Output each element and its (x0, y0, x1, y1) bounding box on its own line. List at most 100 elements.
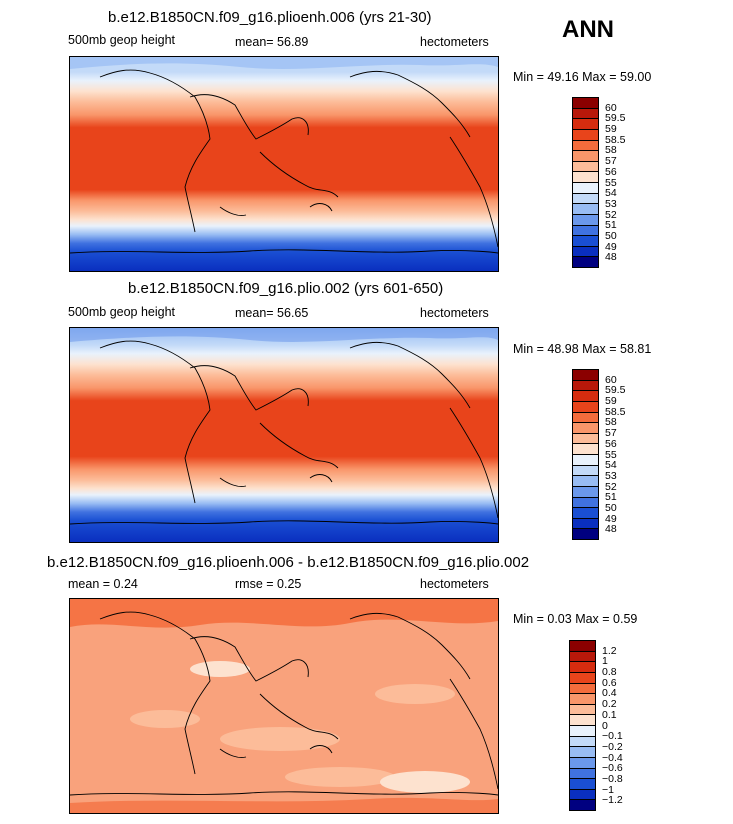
colorbar-tick-label: 58 (605, 416, 617, 429)
colorbar-tick-label: −1 (602, 783, 614, 796)
panel-1-colorbar-swatch (573, 183, 598, 194)
panel-1-colorbar-swatch (573, 161, 598, 173)
panel-2-map (69, 327, 499, 543)
panel-1-colorbar-swatch (573, 108, 598, 120)
colorbar-tick-label: 50 (605, 229, 617, 242)
colorbar-tick-label: 59 (605, 395, 617, 408)
panel-2-colorbar-labels: 60 59.5 59 58.5 58 57 56 55 54 53 52 51 … (605, 369, 635, 540)
colorbar-tick-label: 54 (605, 459, 617, 472)
colorbar-tick-label: 48 (605, 251, 617, 264)
colorbar-tick-label: −0.8 (602, 772, 623, 785)
panel-2-variable-label: 500mb geop height (68, 305, 176, 319)
panel-3-colorbar-swatch (570, 715, 595, 726)
panel-1-colorbar-swatch (573, 214, 598, 226)
panel-2-colorbar-swatch (573, 412, 598, 424)
panel-1-colorbar-swatch (573, 140, 598, 152)
panel-2-mean-label: mean= 56.65 (235, 306, 309, 320)
panel-3-colorbar-swatch (570, 662, 595, 673)
panel-3-colorbar-swatch (570, 683, 595, 695)
panel-3-difference-plot (70, 599, 498, 813)
panel-1-colorbar-swatch (573, 151, 598, 162)
colorbar-tick-label: 52 (605, 480, 617, 493)
panel-2-colorbar-swatch (573, 401, 598, 413)
panel-3-colorbar-swatch (570, 779, 595, 790)
colorbar-tick-label: 49 (605, 512, 617, 525)
colorbar-tick-label: 48 (605, 523, 617, 536)
panel-2-colorbar-swatch (573, 391, 598, 402)
panel-3-map (69, 598, 499, 814)
panel-3-rmse-label: rmse = 0.25 (235, 577, 302, 591)
panel-2-colorbar-swatch (573, 433, 598, 445)
colorbar-tick-label: 60 (605, 373, 617, 386)
panel-2-title: b.e12.B1850CN.f09_g16.plio.002 (yrs 601-… (128, 280, 444, 297)
colorbar-tick-label: 56 (605, 437, 617, 450)
panel-3-colorbar (569, 640, 596, 811)
colorbar-tick-label: 0.2 (602, 698, 617, 711)
colorbar-tick-label: −0.1 (602, 730, 623, 743)
panel-2-colorbar-swatch (573, 476, 598, 487)
panel-1-colorbar-swatch (573, 236, 598, 247)
panel-1-colorbar-swatch (573, 257, 598, 267)
panel-1-variable-label: 500mb geop height (68, 33, 176, 47)
panel-2-colorbar-swatch (573, 455, 598, 466)
panel-1-min-max: Min = 49.16 Max = 59.00 (513, 70, 652, 84)
panel-2-colorbar-swatch (573, 518, 598, 530)
panel-3-units-label: hectometers (420, 577, 489, 591)
colorbar-tick-label: 0.6 (602, 676, 617, 689)
panel-1-colorbar-swatch (573, 119, 598, 130)
panel-3-colorbar-swatch (570, 726, 595, 737)
panel-1-colorbar-swatch (573, 129, 598, 141)
panel-1-map (69, 56, 499, 272)
colorbar-tick-label: 1.2 (602, 644, 617, 657)
colorbar-tick-label: 55 (605, 176, 617, 189)
panel-2-units-label: hectometers (420, 306, 489, 320)
panel-2-colorbar-swatch (573, 465, 598, 477)
panel-3-min-max: Min = 0.03 Max = 0.59 (513, 612, 638, 626)
colorbar-tick-label: 56 (605, 165, 617, 178)
colorbar-tick-label: 59.5 (605, 112, 626, 125)
panel-2-colorbar-swatch (573, 370, 598, 381)
panel-2-colorbar-swatch (573, 497, 598, 509)
colorbar-tick-label: 51 (605, 219, 617, 232)
panel-3-colorbar-swatch (570, 747, 595, 758)
panel-1-colorbar-swatch (573, 172, 598, 183)
panel-3-colorbar-swatch (570, 704, 595, 716)
colorbar-tick-label: 0.4 (602, 687, 617, 700)
panel-1-colorbar-swatch (573, 98, 598, 109)
panel-3-colorbar-swatch (570, 694, 595, 705)
panel-1-units-label: hectometers (420, 35, 489, 49)
colorbar-tick-label: 50 (605, 501, 617, 514)
panel-1-title: b.e12.B1850CN.f09_g16.plioenh.006 (yrs 2… (108, 9, 432, 26)
colorbar-tick-label: −1.2 (602, 794, 623, 807)
colorbar-tick-label: 0.8 (602, 666, 617, 679)
colorbar-tick-label: 58.5 (605, 133, 626, 146)
panel-3-mean-label: mean = 0.24 (68, 577, 138, 591)
colorbar-tick-label: 59 (605, 123, 617, 136)
colorbar-tick-label: 60 (605, 101, 617, 114)
panel-1-field-plot (70, 57, 498, 271)
panel-2-colorbar-swatch (573, 380, 598, 392)
colorbar-tick-label: 54 (605, 187, 617, 200)
colorbar-tick-label: 52 (605, 208, 617, 221)
colorbar-tick-label: −0.6 (602, 762, 623, 775)
panel-3-colorbar-swatch (570, 736, 595, 748)
panel-1-colorbar-swatch (573, 204, 598, 215)
panel-1-colorbar (572, 97, 599, 268)
colorbar-tick-label: 49 (605, 240, 617, 253)
panel-3-colorbar-swatch (570, 800, 595, 810)
panel-2-field-plot (70, 328, 498, 542)
colorbar-tick-label: 53 (605, 469, 617, 482)
panel-2-colorbar-swatch (573, 486, 598, 498)
colorbar-tick-label: 1 (602, 655, 608, 668)
panel-1-colorbar-swatch (573, 225, 598, 237)
colorbar-tick-label: 59.5 (605, 384, 626, 397)
panel-3-colorbar-labels: 1.2 1 0.8 0.6 0.4 0.2 0.1 0 −0.1 −0.2 −0… (602, 640, 632, 811)
panel-2-min-max: Min = 48.98 Max = 58.81 (513, 342, 652, 356)
colorbar-tick-label: −0.4 (602, 751, 623, 764)
colorbar-tick-label: 57 (605, 427, 617, 440)
colorbar-tick-label: 58 (605, 144, 617, 157)
panel-2-colorbar-swatch (573, 529, 598, 539)
colorbar-tick-label: 53 (605, 197, 617, 210)
panel-2-colorbar-swatch (573, 508, 598, 519)
colorbar-tick-label: −0.2 (602, 740, 623, 753)
